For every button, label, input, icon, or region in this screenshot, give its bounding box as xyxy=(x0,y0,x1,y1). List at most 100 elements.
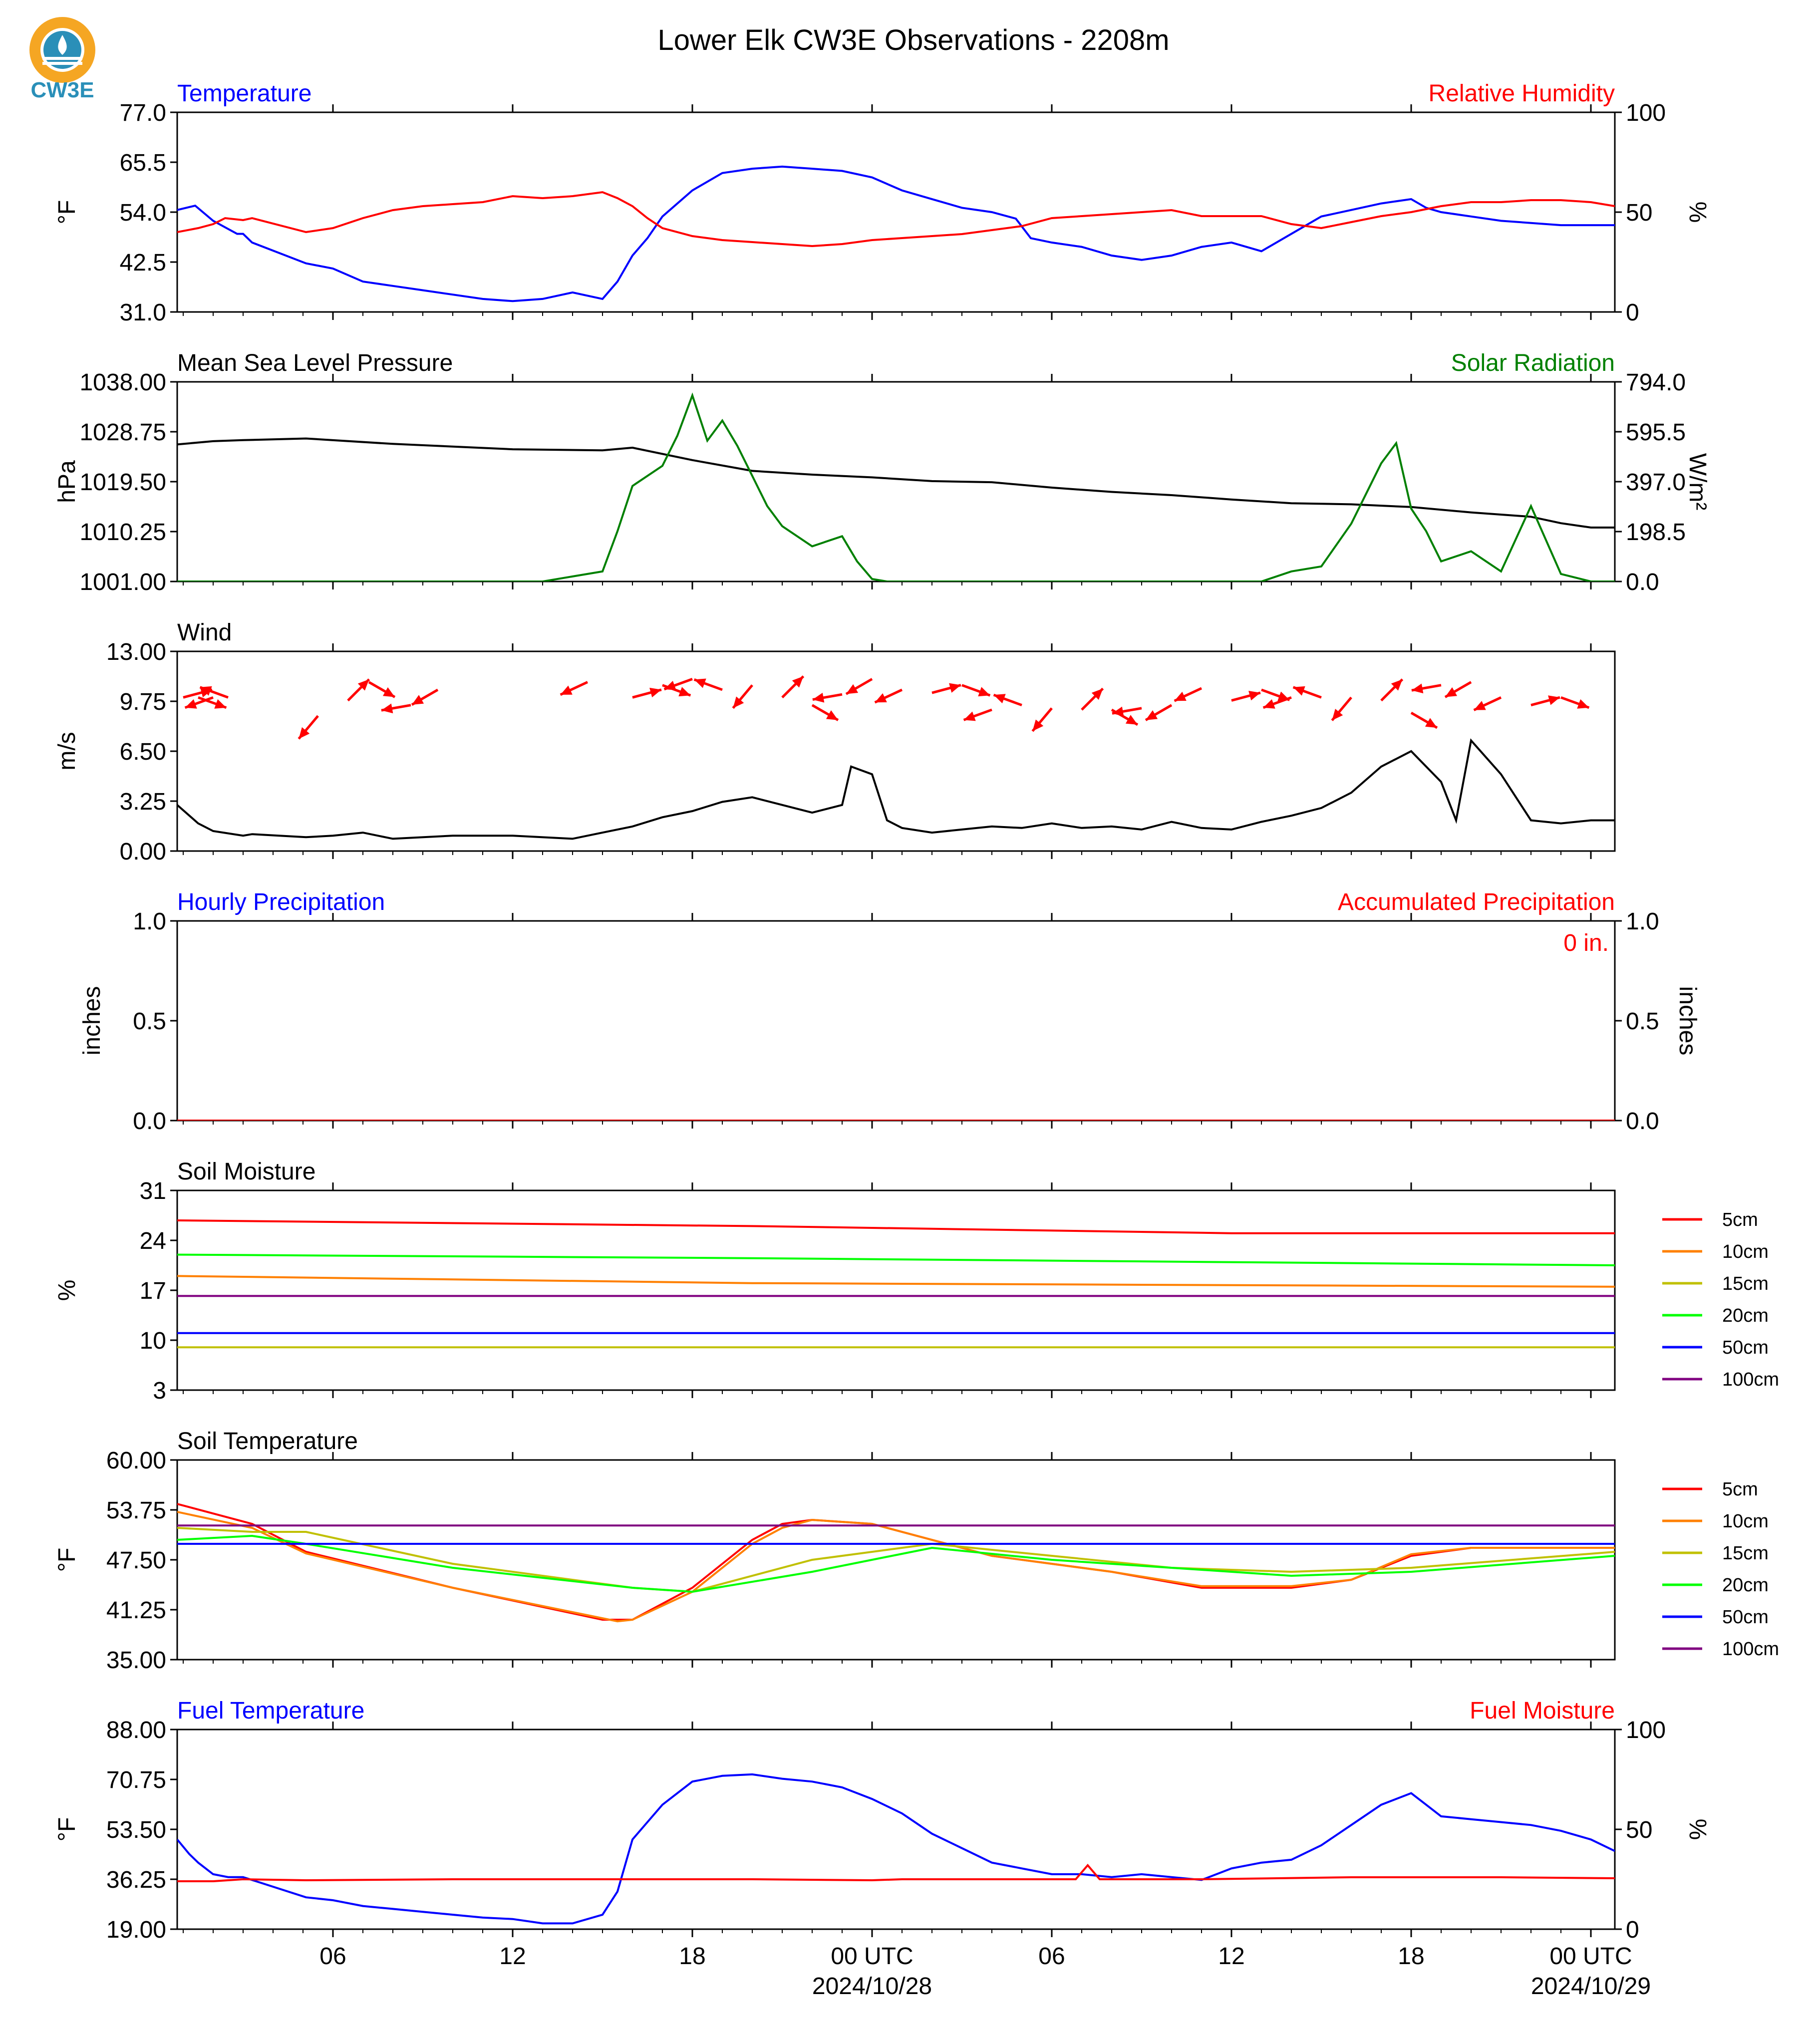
panel-title-left: Hourly Precipitation xyxy=(177,889,385,915)
series-line-10cm xyxy=(177,1511,1615,1623)
wind-arrow-head xyxy=(1174,691,1187,701)
panel-title-left: Temperature xyxy=(177,80,311,107)
wind-arrow-head xyxy=(357,679,369,691)
series-line xyxy=(177,1863,1615,1882)
y-tick-label: 19.00 xyxy=(106,1917,166,1943)
y-tick-label: 54.0 xyxy=(120,200,166,226)
wind-arrow-head xyxy=(1332,708,1343,721)
y-axis-label: inches xyxy=(79,986,105,1056)
legend-label: 5cm xyxy=(1722,1479,1758,1500)
series-line-5cm xyxy=(177,1503,1615,1621)
x-tick-label: 12 xyxy=(1218,1943,1244,1970)
y-tick-label: 42.5 xyxy=(120,250,166,276)
panel-soil_moisture: 31 24 17 10 3 Soil Moisture% 5cm 10cm 15cm 20cm 50… xyxy=(54,1159,1779,1404)
panel-title-left: Mean Sea Level Pressure xyxy=(177,350,453,376)
y-tick-label-right: 794.0 xyxy=(1626,369,1686,396)
y-axis-label: °F xyxy=(54,1817,80,1842)
y-tick-label-right: 198.5 xyxy=(1626,519,1686,546)
y-axis-label-right: inches xyxy=(1674,986,1701,1056)
x-tick-label: 18 xyxy=(679,1943,705,1970)
y-axis-label: hPa xyxy=(54,460,80,503)
wind-arrow-head xyxy=(826,710,838,720)
legend-label: 100cm xyxy=(1722,1369,1779,1390)
wind-arrow-head xyxy=(694,678,706,688)
panel-fuel: 88.00 70.75 53.50 36.25 19.00 100 50 0 Fuel Temp… xyxy=(54,1698,1711,2000)
series-line xyxy=(177,437,1615,529)
y-tick-label: 24 xyxy=(140,1228,166,1254)
panel-precipitation: 1.0 0.5 0.0 1.0 0.5 0.0 Hourly Precipitation Ac… xyxy=(79,889,1701,1135)
series-line-5cm xyxy=(177,1219,1615,1234)
wind-arrow-head xyxy=(649,687,661,698)
y-axis-label: °F xyxy=(54,200,80,225)
logo-text: CW3E xyxy=(30,78,94,102)
wind-arrow-head xyxy=(560,685,573,695)
x-tick-label: 06 xyxy=(1038,1943,1065,1970)
panel-temperature: 77.0 65.5 54.0 42.5 31.0 100 50 0 Temperature Rel… xyxy=(54,80,1711,326)
y-axis-label: °F xyxy=(54,1548,80,1572)
wind-arrow-head xyxy=(1248,690,1260,701)
panel-title-left: Soil Temperature xyxy=(177,1428,358,1454)
chart-title: Lower Elk CW3E Observations - 2208m xyxy=(657,24,1169,56)
wind-arrow-head xyxy=(949,683,961,693)
wind-arrow-head xyxy=(792,676,804,688)
y-tick-label: 53.75 xyxy=(106,1497,166,1524)
x-tick-label: 18 xyxy=(1398,1943,1424,1970)
x-tick-label: 00 UTC xyxy=(831,1943,913,1970)
wind-arrow-head xyxy=(664,680,676,690)
series-line xyxy=(177,392,1615,581)
y-tick-label: 1001.00 xyxy=(79,569,166,595)
panel-title-right: Relative Humidity xyxy=(1429,80,1615,107)
plot-frame xyxy=(176,1729,1616,1930)
y-axis-label: m/s xyxy=(54,732,80,770)
y-tick-label-right: 50 xyxy=(1626,200,1652,226)
y-tick-label: 1019.50 xyxy=(79,469,166,496)
legend-label: 50cm xyxy=(1722,1607,1769,1628)
wind-arrow-head xyxy=(1293,686,1305,696)
wind-arrow-head xyxy=(1411,683,1424,694)
wind-arrow-head xyxy=(1445,687,1458,697)
panel-pressure: 1038.00 1028.75 1019.50 1010.25 1001.00 794.0… xyxy=(54,350,1711,595)
series-line xyxy=(177,738,1615,840)
wind-arrow-head xyxy=(1112,706,1124,717)
y-tick-label-right: 0.0 xyxy=(1626,1108,1659,1135)
plot-frame xyxy=(176,1189,1616,1391)
wind-arrow-head xyxy=(1577,699,1589,709)
wind-arrow-head xyxy=(412,695,424,705)
series-line-20cm xyxy=(177,1253,1615,1266)
y-tick-label: 13.00 xyxy=(106,639,166,665)
x-tick-label: 06 xyxy=(319,1943,346,1970)
y-tick-label: 65.5 xyxy=(120,150,166,176)
y-tick-label: 9.75 xyxy=(120,689,166,715)
wind-arrow-head xyxy=(1474,701,1486,710)
panel-title-left: Soil Moisture xyxy=(177,1159,315,1185)
wind-arrow-head xyxy=(1391,679,1403,691)
x-tick-label: 00 UTC xyxy=(1549,1943,1632,1970)
y-tick-label: 47.50 xyxy=(106,1547,166,1574)
wind-arrow-head xyxy=(1146,710,1158,720)
wind-arrow-head xyxy=(1032,719,1044,731)
y-tick-label-right: 0.0 xyxy=(1626,569,1659,595)
y-axis-label-right: % xyxy=(1684,202,1711,223)
wind-arrow-head xyxy=(678,687,691,697)
wind-arrow-head xyxy=(1125,715,1138,725)
panel-wind: 13.00 9.75 6.50 3.25 0.00 Wind m/s xyxy=(54,619,1616,865)
y-tick-label-right: 50 xyxy=(1626,1817,1652,1843)
wind-arrow-head xyxy=(963,711,976,721)
y-tick-label-right: 595.5 xyxy=(1626,419,1686,446)
panel-soil_temperature: 60.00 53.75 47.50 41.25 35.00 Soil Temperatur… xyxy=(54,1428,1779,1674)
wind-arrow-head xyxy=(381,703,393,714)
panel-title-right: Fuel Moisture xyxy=(1470,1698,1615,1724)
wind-arrow-head xyxy=(846,684,859,694)
panel-title-right: Solar Radiation xyxy=(1451,350,1615,376)
plot-frame xyxy=(176,381,1616,582)
x-date-label: 2024/10/28 xyxy=(812,1973,932,2000)
y-tick-label: 10 xyxy=(140,1328,166,1354)
y-tick-label: 53.50 xyxy=(106,1817,166,1843)
wind-arrow-head xyxy=(993,694,1006,704)
accumulated-annotation: 0 in. xyxy=(1563,930,1609,956)
y-tick-label: 0.5 xyxy=(133,1008,166,1035)
panel-title-right: Accumulated Precipitation xyxy=(1338,889,1615,915)
legend-label: 15cm xyxy=(1722,1543,1769,1564)
y-tick-label: 3 xyxy=(153,1378,166,1404)
